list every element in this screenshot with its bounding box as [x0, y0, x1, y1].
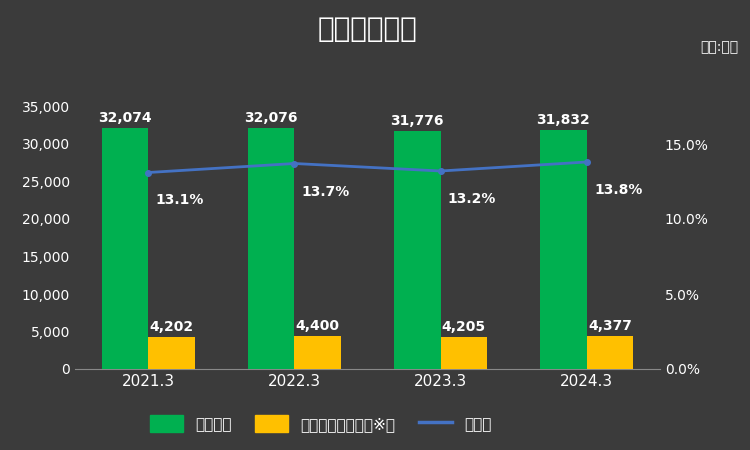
Text: 4,205: 4,205	[442, 320, 486, 334]
Bar	[394, 130, 440, 369]
Text: 4,400: 4,400	[296, 319, 340, 333]
Title: 地域通信事業: 地域通信事業	[318, 15, 417, 43]
Text: 32,076: 32,076	[244, 112, 298, 126]
Text: 13.7%: 13.7%	[302, 184, 350, 198]
Text: 13.2%: 13.2%	[448, 192, 497, 206]
Text: 13.1%: 13.1%	[156, 194, 204, 207]
Bar	[248, 128, 295, 369]
Bar	[586, 336, 634, 369]
Text: 単位:億円: 単位:億円	[700, 40, 739, 54]
Text: 31,832: 31,832	[536, 113, 590, 127]
Bar	[295, 336, 341, 369]
Text: 32,074: 32,074	[98, 112, 152, 126]
Bar	[440, 338, 488, 369]
Bar	[101, 128, 148, 369]
Legend: 営業収益, セグメント利益（※）, 利益率: 営業収益, セグメント利益（※）, 利益率	[142, 407, 500, 440]
Bar	[148, 338, 195, 369]
Text: 31,776: 31,776	[391, 114, 444, 128]
Text: 4,202: 4,202	[150, 320, 194, 334]
Bar	[540, 130, 586, 369]
Text: 13.8%: 13.8%	[594, 183, 642, 197]
Text: 4,377: 4,377	[588, 319, 632, 333]
